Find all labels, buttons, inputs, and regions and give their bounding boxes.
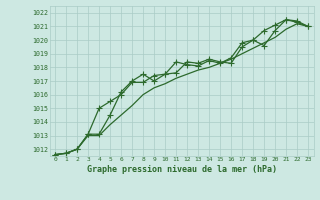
X-axis label: Graphe pression niveau de la mer (hPa): Graphe pression niveau de la mer (hPa) bbox=[87, 165, 276, 174]
